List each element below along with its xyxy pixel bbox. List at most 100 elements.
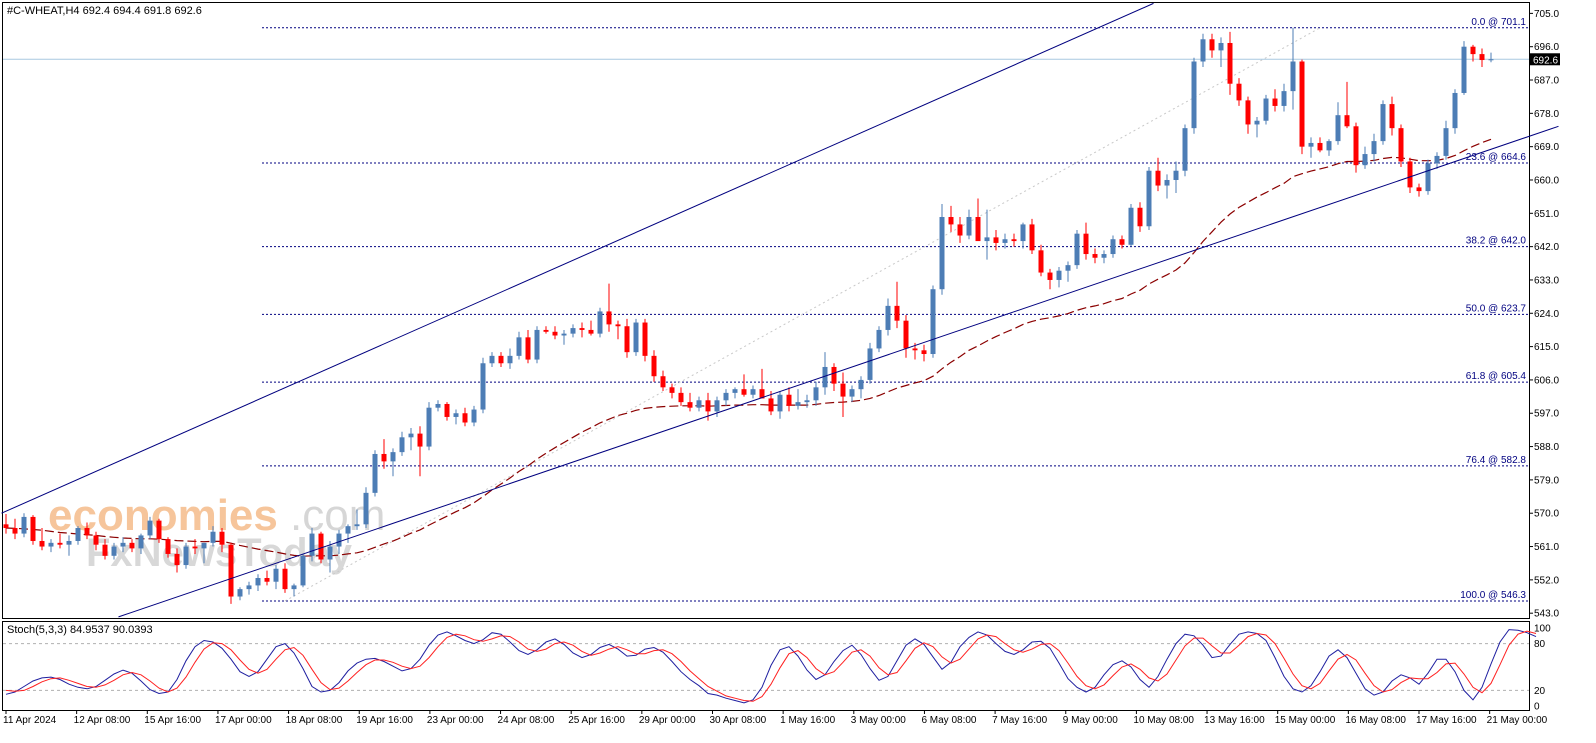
candle[interactable] [642, 318, 648, 362]
candle[interactable] [21, 513, 27, 538]
candle[interactable] [498, 352, 504, 367]
candle[interactable] [408, 428, 414, 451]
candle[interactable] [921, 344, 927, 362]
candle[interactable] [732, 387, 738, 399]
candle[interactable] [1200, 33, 1206, 68]
candle[interactable] [417, 426, 423, 477]
candle[interactable] [1029, 218, 1035, 255]
candle[interactable] [327, 540, 333, 573]
candle[interactable] [1398, 124, 1404, 168]
candle[interactable] [354, 509, 360, 530]
candle[interactable] [1020, 222, 1026, 249]
candle[interactable] [1389, 96, 1395, 136]
candle[interactable] [147, 516, 153, 540]
candle[interactable] [1056, 266, 1062, 288]
candle[interactable] [795, 389, 801, 410]
candle[interactable] [300, 553, 306, 588]
candle[interactable] [453, 409, 459, 425]
candle[interactable] [1461, 41, 1467, 95]
candle[interactable] [1128, 204, 1134, 247]
candle[interactable] [1416, 183, 1422, 197]
candle[interactable] [813, 381, 819, 406]
candle[interactable] [1137, 202, 1143, 232]
candle[interactable] [579, 322, 585, 338]
candle[interactable] [1263, 94, 1269, 125]
candle[interactable] [12, 518, 18, 540]
candle[interactable] [426, 402, 432, 451]
candle[interactable] [264, 570, 270, 586]
candle[interactable] [1155, 157, 1161, 192]
candle[interactable] [381, 439, 387, 469]
candle[interactable] [804, 394, 810, 408]
candle[interactable] [291, 583, 297, 597]
candle[interactable] [534, 326, 540, 364]
candle[interactable] [957, 217, 963, 243]
candle[interactable] [714, 396, 720, 417]
candle[interactable] [741, 374, 747, 397]
candle[interactable] [1083, 222, 1089, 260]
candle[interactable] [363, 487, 369, 529]
candle[interactable] [822, 352, 828, 395]
candle[interactable] [606, 283, 612, 332]
candle[interactable] [1470, 44, 1476, 62]
candle[interactable] [48, 539, 54, 553]
candle[interactable] [1146, 167, 1152, 230]
candle[interactable] [687, 392, 693, 412]
candle[interactable] [678, 387, 684, 406]
candle[interactable] [696, 396, 702, 412]
candle[interactable] [156, 518, 162, 543]
candle[interactable] [507, 348, 513, 369]
candle[interactable] [1164, 174, 1170, 199]
candle[interactable] [723, 389, 729, 406]
candle[interactable] [984, 209, 990, 260]
candle[interactable] [462, 407, 468, 427]
candle[interactable] [255, 574, 261, 591]
candle[interactable] [1182, 124, 1188, 177]
channel-line-lower[interactable] [118, 125, 1559, 618]
candle[interactable] [1326, 139, 1332, 156]
candle[interactable] [525, 329, 531, 364]
candle[interactable] [1011, 233, 1017, 247]
candle[interactable] [1299, 59, 1305, 155]
candle[interactable] [1434, 152, 1440, 169]
candle[interactable] [1290, 27, 1296, 110]
candle[interactable] [1353, 122, 1359, 173]
candle[interactable] [876, 326, 882, 353]
candle[interactable] [66, 535, 72, 556]
candle[interactable] [867, 342, 873, 384]
candle[interactable] [1047, 268, 1053, 290]
candle[interactable] [237, 587, 243, 601]
candle[interactable] [1335, 102, 1341, 145]
candle[interactable] [1479, 48, 1485, 68]
candle[interactable] [1308, 137, 1314, 158]
candle[interactable] [372, 450, 378, 497]
candle[interactable] [552, 326, 558, 340]
candle[interactable] [201, 542, 207, 564]
candle[interactable] [1110, 235, 1116, 258]
candle[interactable] [1488, 52, 1494, 63]
candle[interactable] [174, 548, 180, 573]
candle[interactable] [1317, 137, 1323, 153]
candle[interactable] [1065, 261, 1071, 282]
candle[interactable] [570, 324, 576, 338]
candle[interactable] [39, 528, 45, 551]
candle[interactable] [192, 539, 198, 554]
candle[interactable] [1254, 117, 1260, 138]
candle[interactable] [1236, 78, 1242, 106]
candle[interactable] [219, 528, 225, 553]
candle[interactable] [597, 307, 603, 338]
candle[interactable] [849, 385, 855, 403]
candle[interactable] [84, 522, 90, 540]
candle[interactable] [435, 400, 441, 412]
candle[interactable] [30, 515, 36, 545]
candle[interactable] [165, 537, 171, 558]
candle[interactable] [1227, 31, 1233, 95]
candle[interactable] [210, 526, 216, 547]
candle[interactable] [930, 285, 936, 358]
candle[interactable] [858, 376, 864, 399]
candle[interactable] [624, 318, 630, 358]
candle[interactable] [1191, 57, 1197, 134]
candle[interactable] [885, 298, 891, 336]
candle[interactable] [444, 402, 450, 421]
